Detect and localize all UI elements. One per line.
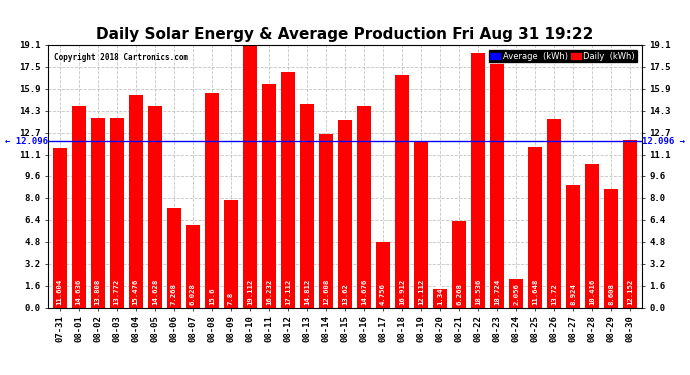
Text: 14.636: 14.636 [76, 279, 81, 306]
Text: 12.152: 12.152 [627, 279, 633, 306]
Text: 2.056: 2.056 [513, 284, 519, 306]
Text: 19.112: 19.112 [247, 279, 253, 306]
Bar [262, 84, 276, 308]
Bar [604, 189, 618, 308]
Text: 16.912: 16.912 [399, 279, 405, 306]
Bar [471, 53, 485, 307]
Text: 18.536: 18.536 [475, 279, 481, 306]
Text: 14.676: 14.676 [361, 279, 367, 306]
Bar [414, 141, 428, 308]
Bar [167, 208, 181, 308]
Bar [338, 120, 352, 308]
Bar [528, 147, 542, 308]
Text: 11.604: 11.604 [57, 279, 63, 306]
Text: 8.924: 8.924 [570, 284, 576, 306]
Bar [585, 164, 600, 308]
Bar [547, 119, 562, 308]
Text: 14.812: 14.812 [304, 279, 310, 306]
Text: Copyright 2018 Cartronics.com: Copyright 2018 Cartronics.com [55, 53, 188, 62]
Text: 6.028: 6.028 [190, 284, 196, 306]
Bar [186, 225, 200, 308]
Bar [281, 72, 295, 308]
Text: 17.112: 17.112 [285, 279, 291, 306]
Text: 8.608: 8.608 [609, 284, 614, 306]
Text: 12.112: 12.112 [418, 279, 424, 306]
Bar [205, 93, 219, 308]
Text: 11.648: 11.648 [532, 279, 538, 306]
Bar [509, 279, 523, 308]
Text: 13.808: 13.808 [95, 279, 101, 306]
Text: 10.416: 10.416 [589, 279, 595, 306]
Bar [148, 106, 162, 308]
Bar [433, 289, 447, 308]
Bar [110, 118, 124, 308]
Bar [52, 148, 67, 308]
Title: Daily Solar Energy & Average Production Fri Aug 31 19:22: Daily Solar Energy & Average Production … [97, 27, 593, 42]
Bar [90, 118, 105, 308]
Text: 7.268: 7.268 [171, 284, 177, 306]
Text: 16.232: 16.232 [266, 279, 272, 306]
Text: 12.096 →: 12.096 → [642, 137, 685, 146]
Bar [623, 141, 638, 308]
Bar [357, 106, 371, 308]
Text: 15.476: 15.476 [132, 279, 139, 306]
Text: 7.8: 7.8 [228, 292, 234, 306]
Text: 4.756: 4.756 [380, 284, 386, 306]
Text: 13.772: 13.772 [114, 279, 120, 306]
Bar [300, 104, 314, 308]
Text: 12.608: 12.608 [323, 279, 329, 306]
Legend: Average  (kWh), Daily  (kWh): Average (kWh), Daily (kWh) [488, 49, 638, 63]
Bar [128, 95, 143, 308]
Text: 1.348: 1.348 [437, 284, 443, 306]
Text: ← 12.096: ← 12.096 [5, 137, 48, 146]
Bar [243, 45, 257, 308]
Text: 13.62: 13.62 [342, 284, 348, 306]
Bar [395, 75, 409, 307]
Text: 13.72: 13.72 [551, 284, 558, 306]
Bar [566, 185, 580, 308]
Bar [319, 134, 333, 308]
Text: 6.268: 6.268 [456, 284, 462, 306]
Bar [72, 106, 86, 308]
Bar [490, 50, 504, 308]
Text: 18.724: 18.724 [494, 279, 500, 306]
Bar [376, 242, 390, 308]
Bar [452, 221, 466, 308]
Text: 15.6: 15.6 [209, 288, 215, 306]
Bar [224, 200, 238, 308]
Text: 14.628: 14.628 [152, 279, 158, 306]
